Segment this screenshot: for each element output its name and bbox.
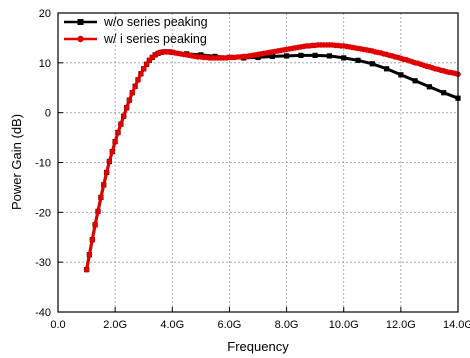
x-tick-label: 10.0G [329, 319, 359, 331]
series-1-point [326, 53, 332, 59]
x-tick-label: 14.0G [443, 319, 470, 331]
x-tick-label: 12.0G [386, 319, 416, 331]
legend: w/o series peaking w/ i series peaking [64, 15, 208, 46]
y-tick-label: 20 [39, 8, 51, 20]
series-2-point [115, 129, 121, 136]
series-2 [83, 42, 461, 273]
x-tick-label: 8.0G [275, 319, 299, 331]
y-tick-label: 10 [39, 58, 51, 70]
axis-tick-labels: 0.0 2.0G 4.0G 6.0G 8.0G 10.0G 12.0G 14.0G -40 -30… [35, 8, 470, 331]
x-axis-title: Frequency [227, 339, 289, 354]
series-2-point [123, 104, 130, 111]
series-2-point [106, 158, 113, 165]
legend-label-series-2: w/ i series peaking [103, 32, 207, 46]
series-2-point [112, 138, 118, 145]
legend-marker-series-2 [77, 35, 84, 43]
series-2-point [120, 113, 127, 119]
x-tick-label: 2.0G [103, 319, 127, 331]
legend-marker-series-1 [77, 19, 84, 25]
series-2-point [140, 66, 147, 72]
y-tick-label: -10 [35, 158, 51, 170]
y-axis-title: Power Gain (dB) [9, 114, 24, 210]
series-2-point [95, 208, 101, 215]
series-2-point [135, 77, 141, 83]
series-1-point [355, 57, 361, 63]
series-2-point [103, 169, 110, 176]
series-2-point [109, 148, 116, 155]
x-tick-label: 4.0G [160, 319, 184, 331]
y-tick-label: -30 [35, 257, 51, 269]
series-2-point [138, 71, 144, 77]
x-tick-label: 6.0G [217, 319, 241, 331]
series-2-point [89, 236, 96, 243]
series-2-point [86, 251, 93, 258]
series-1-point [255, 54, 261, 60]
series-2-point [92, 222, 98, 228]
y-tick-label: -20 [35, 207, 51, 219]
series-2-point [83, 266, 90, 273]
series-1-point [284, 53, 290, 59]
axis-ticks [57, 12, 459, 313]
grid-lines [58, 13, 458, 312]
series-1-point [412, 78, 418, 84]
series-1-point [384, 66, 390, 72]
legend-label-series-1: w/o series peaking [103, 15, 208, 29]
x-tick-label: 0.0 [50, 319, 65, 331]
y-tick-label: -40 [35, 307, 51, 319]
series-2-point [100, 182, 107, 188]
y-tick-label: 0 [45, 108, 51, 120]
series-2-point [118, 121, 124, 127]
series-2-point [98, 194, 104, 201]
series-1-point [312, 52, 318, 58]
series-2-point [132, 83, 138, 90]
series-2-point [129, 89, 136, 96]
series-1-point [369, 61, 375, 67]
series-1-point [441, 90, 447, 96]
series-1-point [426, 84, 432, 90]
series-2-point [126, 97, 133, 103]
series-1-point [341, 55, 347, 61]
series-layer [83, 42, 461, 273]
series-1-point [269, 53, 275, 59]
series-1-point [398, 72, 404, 78]
series-2-point [143, 61, 150, 68]
series-1-point [298, 52, 304, 58]
